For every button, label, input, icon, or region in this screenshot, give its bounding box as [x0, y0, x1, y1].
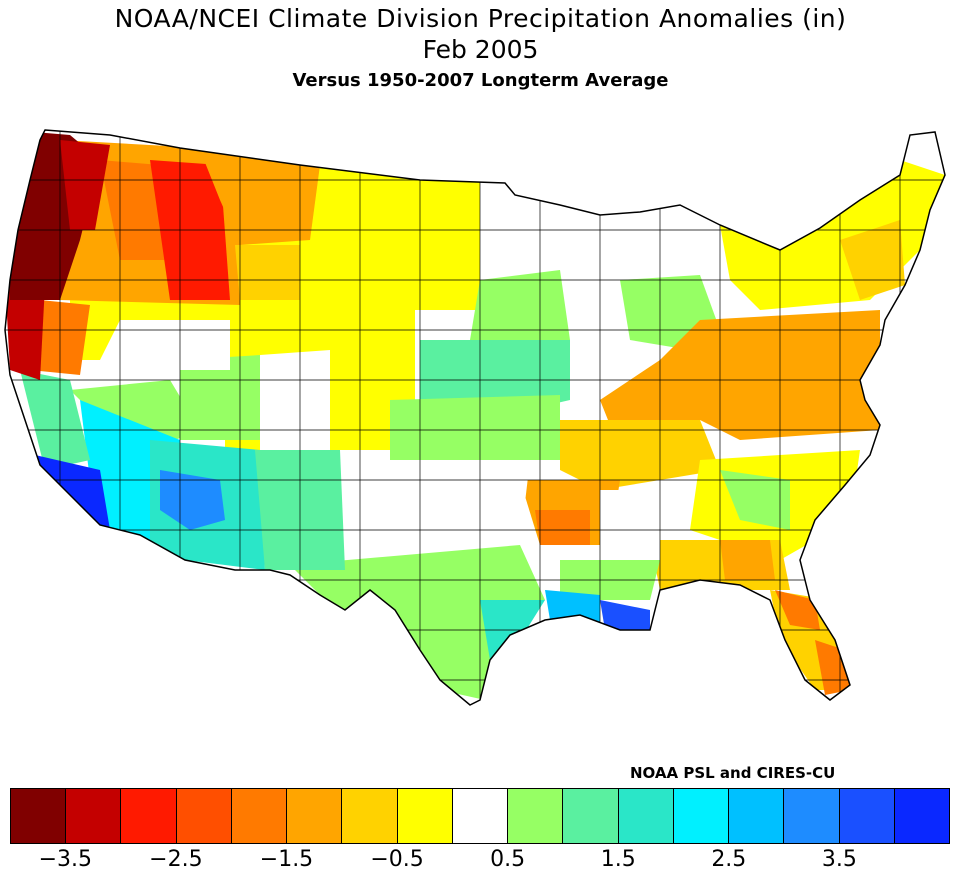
region-wyoming-west	[235, 245, 300, 300]
region-california-central	[20, 370, 90, 470]
legend-tick-label: −1.5	[259, 847, 314, 872]
legend-tick-label: −2.5	[149, 847, 203, 872]
legend-swatch-1	[66, 789, 122, 843]
legend-swatch-0	[11, 789, 67, 843]
anomaly-regions	[5, 130, 945, 700]
region-texas-panhandle-oklahoma	[340, 460, 530, 545]
us-outline	[4, 129, 946, 706]
map-period: Feb 2005	[422, 35, 539, 64]
legend-swatch-16	[894, 789, 949, 843]
region-arkansas-south	[535, 510, 590, 545]
region-oregon-south	[70, 300, 230, 360]
legend-swatch-10	[563, 789, 619, 843]
region-louisiana-southwest	[545, 590, 600, 625]
legend-swatch-14	[784, 789, 840, 843]
region-texas	[290, 545, 545, 700]
region-washington-cascades-west	[60, 140, 110, 230]
precipitation-map	[4, 129, 946, 706]
legend-tick-label: 2.5	[711, 847, 747, 872]
region-south-carolina-inland	[720, 470, 790, 530]
region-oklahoma-north	[390, 395, 560, 460]
region-montana-west	[200, 150, 320, 245]
region-nevada-south	[70, 380, 200, 450]
legend-swatch-7	[397, 789, 453, 843]
map-subtitle: Versus 1950-2007 Longterm Average	[292, 70, 669, 91]
region-louisiana-southeast	[600, 600, 650, 635]
legend-swatch-9	[508, 789, 564, 843]
region-arizona-central	[160, 470, 225, 530]
region-colorado-west	[260, 350, 330, 450]
legend-swatch-15	[839, 789, 895, 843]
legend-swatch-12	[673, 789, 730, 843]
legend-tick-label: −0.5	[370, 847, 424, 872]
region-iowa	[470, 270, 570, 340]
legend-swatch-2	[121, 789, 177, 843]
legend-swatch-3	[176, 789, 232, 843]
legend-tick-label: 3.5	[821, 847, 857, 872]
legend-tick-label: −3.5	[38, 847, 92, 872]
legend-swatch-4	[231, 789, 288, 843]
legend-swatch-11	[618, 789, 674, 843]
region-new-england	[720, 160, 945, 310]
legend-swatch-6	[342, 789, 398, 843]
region-florida-north	[775, 590, 820, 630]
region-mississippi	[600, 490, 660, 560]
legend-swatch-8	[452, 789, 509, 843]
region-southern-california-coast	[35, 455, 110, 530]
credit-label: NOAA PSL and CIRES-CU	[630, 764, 836, 782]
legend-tick-label: 1.5	[600, 847, 636, 872]
color-legend	[10, 788, 950, 844]
legend-swatch-13	[729, 789, 785, 843]
map-title: NOAA/NCEI Climate Division Precipitation…	[114, 4, 847, 33]
legend-tick-label: 0.5	[490, 847, 526, 872]
region-georgia-coast	[720, 540, 775, 580]
legend-swatch-5	[287, 789, 343, 843]
